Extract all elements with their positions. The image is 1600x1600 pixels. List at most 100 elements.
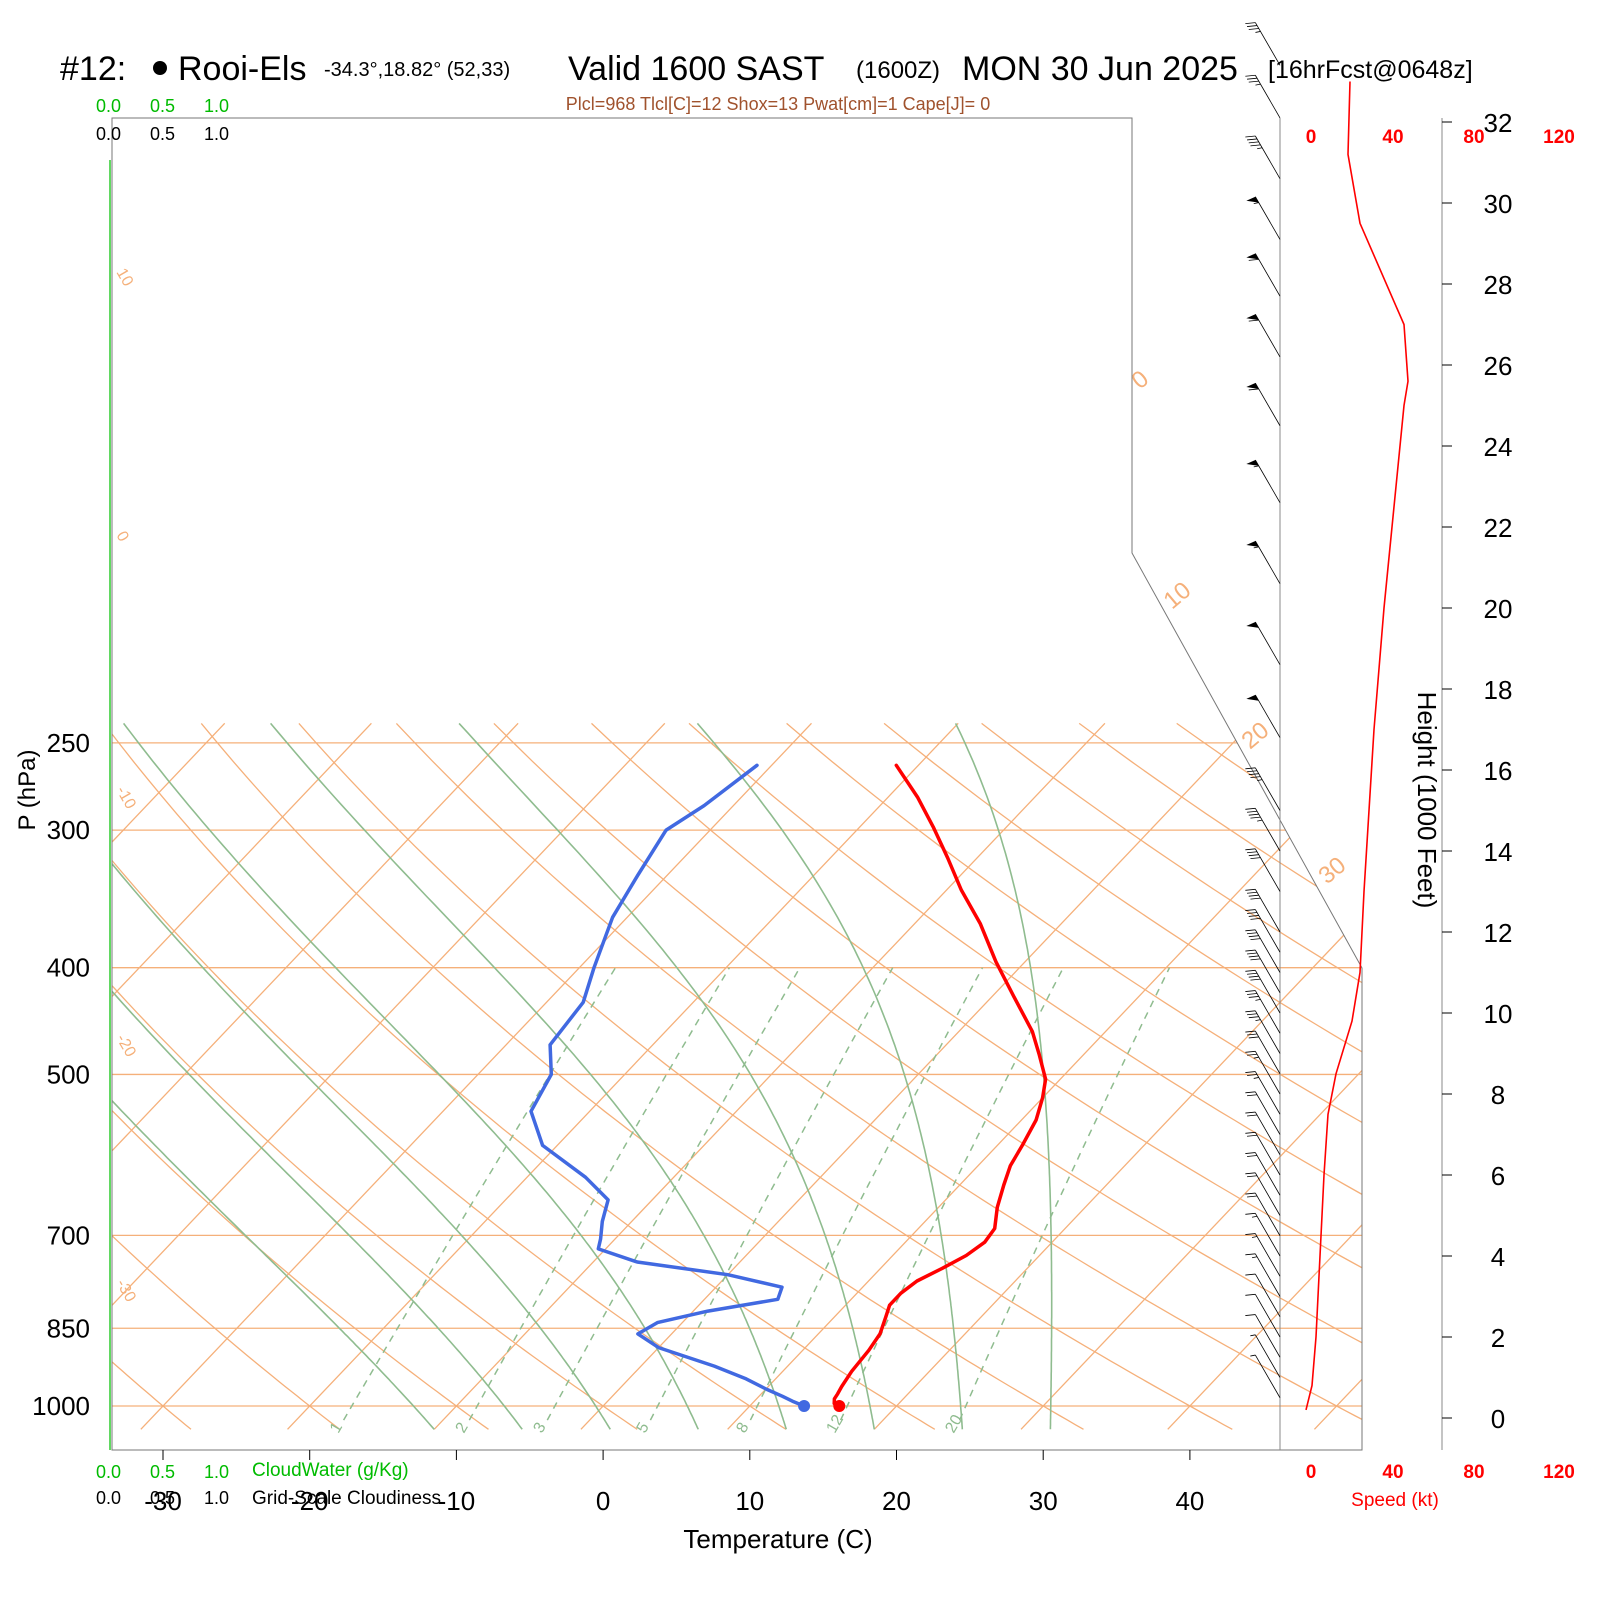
height-tick-label: 0 [1491, 1404, 1505, 1434]
wind-barb-flag [1245, 888, 1256, 891]
isotherm-line [1167, 722, 1362, 1430]
cloud-scales: 0.0 0.5 1.0 0.0 0.5 1.0 0.0 0.5 1.0 Clou… [96, 96, 441, 1509]
wind-barb-flag [1245, 909, 1256, 911]
wind-barb-flag [1248, 996, 1259, 998]
x-axis-label: Temperature (C) [683, 1524, 872, 1554]
wind-barb-staff [1255, 75, 1281, 119]
cloudwater-tick-bottom-2: 1.0 [204, 1462, 229, 1482]
cloudwater-tick-bottom-1: 0.5 [150, 1462, 175, 1482]
dry-adiabat [112, 723, 341, 1430]
speed-tick-top-0: 0 [1306, 127, 1317, 148]
wind-barb-flag [1248, 813, 1259, 816]
wind-barb-staff [1255, 1010, 1281, 1054]
wind-barb-flag [1247, 1134, 1258, 1137]
x-tick-label: -10 [438, 1486, 476, 1516]
isotherm-line [112, 722, 666, 1430]
mixing-ratio-line [546, 967, 801, 1421]
dry-adiabat [1469, 723, 1600, 1429]
wind-barb-staff [1255, 909, 1281, 953]
wind-barb-flag [1248, 894, 1259, 897]
wind-barb-flag [1247, 1094, 1258, 1097]
wind-barb-staff [1255, 1091, 1281, 1135]
height-tick-label: 8 [1491, 1080, 1505, 1110]
height-tick-label: 10 [1484, 999, 1513, 1029]
height-tick-label: 24 [1484, 432, 1513, 462]
wind-barb-pennant [1246, 383, 1259, 389]
wind-barb-flag [1245, 1273, 1256, 1276]
isotherm-line [140, 722, 812, 1430]
cloudwater-tick-top-0: 0.0 [96, 96, 121, 116]
wind-barb-staff [1255, 929, 1281, 973]
isotherm-line [112, 722, 372, 1430]
dry-adiabat [112, 723, 787, 1430]
speed-tick-bottom-2: 80 [1463, 1462, 1484, 1483]
moist-adiabat [122, 722, 700, 1430]
wind-barb-staff [1255, 1233, 1281, 1277]
speed-scales: 0 40 80 120 0 40 80 120 [1306, 127, 1575, 1483]
wind-barb-flag [1247, 851, 1258, 854]
wind-panel [1245, 22, 1443, 1450]
wind-barb-flag [1247, 932, 1258, 935]
wind-barb-staff [1255, 1132, 1281, 1176]
wind-barb-staff [1255, 889, 1281, 933]
cloudiness-tick-bottom-1: 0.5 [150, 1488, 175, 1508]
cloudiness-tick-bottom-2: 1.0 [204, 1488, 229, 1508]
wind-barb-flag [1250, 938, 1261, 941]
wind-barb-staff [1255, 1192, 1281, 1236]
moist-adiabat [269, 722, 788, 1430]
wind-barb-flag [1245, 1253, 1256, 1256]
wind-barb-pennant [1246, 253, 1259, 260]
isotherm-label: 30 [1314, 852, 1352, 890]
wind-barb-half-flag [1250, 1334, 1256, 1337]
cloudiness-tick-top-1: 0.5 [150, 124, 175, 144]
dry-adiabat [1078, 722, 1362, 1430]
wind-barb-flag [1245, 1192, 1256, 1195]
zulu-time: (1600Z) [856, 57, 940, 84]
wind-barb-flag [1247, 993, 1258, 995]
wind-barb-staff [1255, 1314, 1281, 1358]
cloudwater-tick-bottom-0: 0.0 [96, 1462, 121, 1482]
isotherm-line [433, 722, 1106, 1430]
isotherm-label: 10 [113, 266, 137, 290]
height-tick-label: 28 [1484, 270, 1513, 300]
temperature-surface-marker [833, 1400, 846, 1412]
dry-adiabat [112, 723, 489, 1430]
height-tick-label: 26 [1484, 351, 1513, 381]
wind-barb-staff [1255, 1172, 1281, 1216]
wind-barb-staff [1255, 22, 1281, 66]
y-tick-label: 500 [47, 1059, 90, 1089]
station-coords: -34.3°,18.82° (52,33) [324, 59, 510, 81]
wind-barb-flag [1248, 80, 1259, 83]
dry-adiabat [200, 722, 1084, 1430]
moist-adiabat [458, 722, 876, 1430]
x-tick-label: 40 [1175, 1486, 1204, 1516]
wind-barb-flag [1248, 258, 1259, 261]
wind-barb-flag [1247, 912, 1258, 914]
height-tick-label: 30 [1484, 189, 1513, 219]
x-tick-label: 20 [882, 1486, 911, 1516]
isotherm-line [1313, 722, 1362, 1430]
wind-barb-staff [1255, 382, 1281, 426]
wind-barb-half-flag [1255, 1019, 1261, 1022]
mixing-ratio-label: 3 [531, 1420, 550, 1436]
mixing-ratio-label: 5 [634, 1420, 653, 1436]
wind-barb-half-flag [1253, 202, 1259, 205]
wind-barb-flag [1245, 1111, 1256, 1114]
wind-barb-flag [1248, 854, 1259, 857]
speed-tick-top-1: 40 [1382, 127, 1403, 148]
isotherm-line [580, 722, 1253, 1430]
wind-barb-flag [1248, 915, 1259, 917]
wind-barb-staff [1255, 540, 1281, 584]
station-name: Rooi-Els [178, 50, 306, 88]
cloudwater-tick-top-2: 1.0 [204, 96, 229, 116]
wind-barb-flag [1245, 1010, 1256, 1013]
wind-barb-flag [1247, 1175, 1258, 1178]
wind-barb-staff [1255, 314, 1281, 358]
wind-barb-staff [1255, 1071, 1281, 1115]
wind-barb-staff [1255, 1111, 1281, 1155]
wind-barb-flag [1247, 1114, 1258, 1117]
wind-barb-flag [1250, 776, 1261, 779]
speed-tick-top-2: 80 [1463, 127, 1484, 148]
dewpoint-surface-marker [798, 1400, 811, 1412]
